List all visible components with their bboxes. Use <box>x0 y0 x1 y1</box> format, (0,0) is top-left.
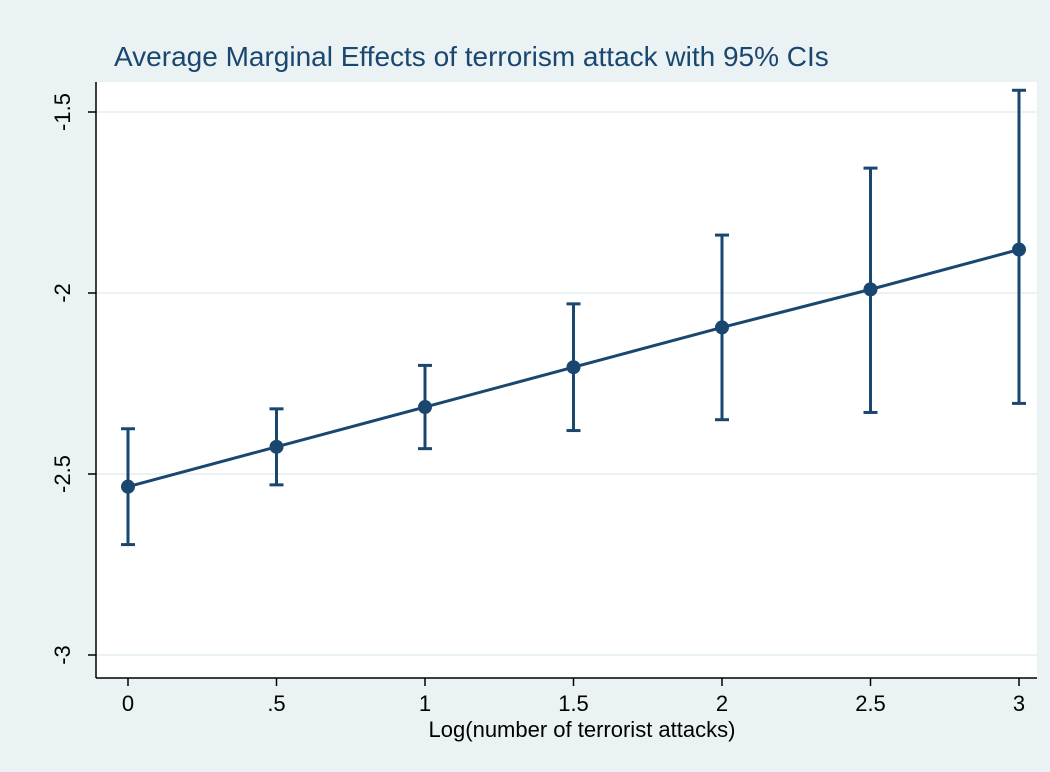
plot-area <box>96 82 1037 678</box>
x-tick-label: 1 <box>419 691 431 716</box>
x-tick-label: .5 <box>267 691 285 716</box>
series-layer <box>121 88 1026 547</box>
x-axis-label: Log(number of terrorist attacks) <box>429 717 736 742</box>
y-tick-label: -3 <box>50 645 75 665</box>
data-point <box>566 360 581 375</box>
data-point <box>715 320 729 335</box>
x-tick-label: 1.5 <box>558 691 589 716</box>
y-tick-label: -2 <box>50 283 75 303</box>
data-point <box>121 479 135 494</box>
x-tick-label: 0 <box>122 691 134 716</box>
chart-title: Average Marginal Effects of terrorism at… <box>114 41 829 72</box>
data-point <box>1012 242 1026 257</box>
y-tick-label: -1.5 <box>50 93 75 131</box>
data-point <box>863 282 878 297</box>
data-point <box>269 439 284 454</box>
axis-layer <box>88 82 1037 686</box>
x-tick-label: 2 <box>716 691 728 716</box>
x-tick-label: 2.5 <box>855 691 886 716</box>
label-layer: -3 -2.5 -2 -1.5 0 .5 1 1.5 2 2.5 3 <box>50 93 1025 716</box>
y-tick-label: -2.5 <box>50 455 75 493</box>
data-point <box>418 400 432 415</box>
grid-layer <box>96 111 1037 656</box>
x-tick-label: 3 <box>1013 691 1025 716</box>
